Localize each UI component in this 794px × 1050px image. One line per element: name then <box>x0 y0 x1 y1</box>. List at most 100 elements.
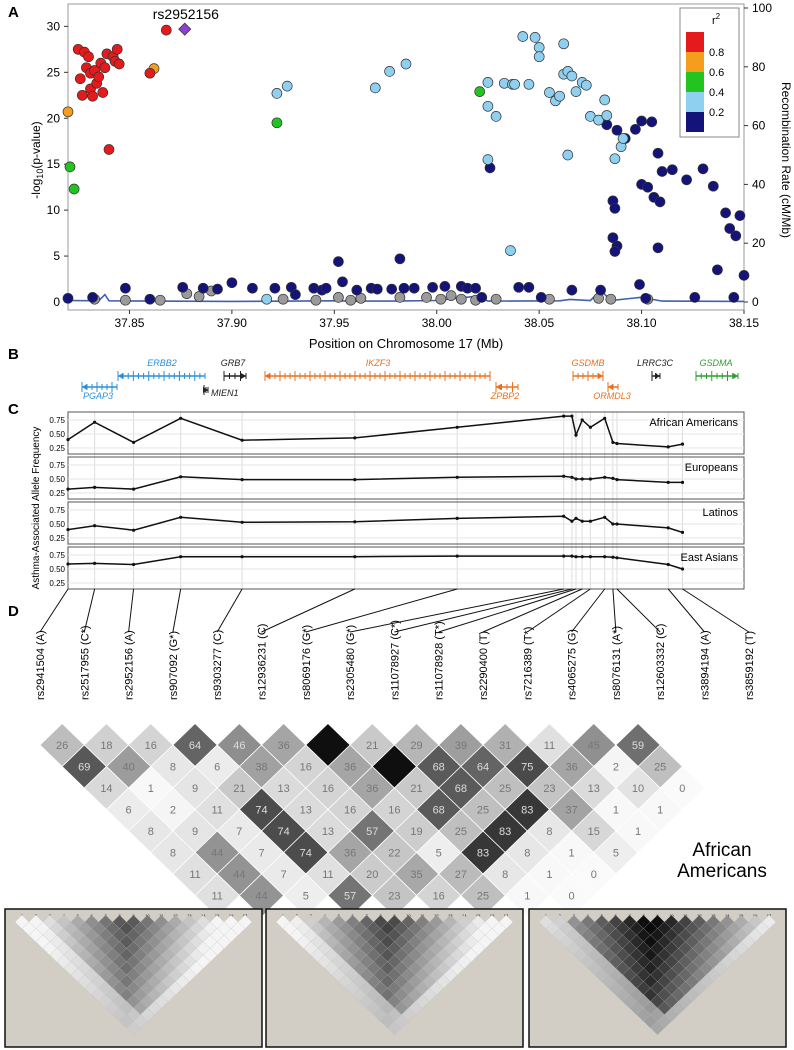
snp-point <box>634 279 645 290</box>
y-right-tick-label: 40 <box>752 177 766 191</box>
ld-value: 74 <box>278 826 290 838</box>
ld-value: 7 <box>281 869 287 881</box>
snp-point <box>445 290 457 301</box>
snp-point <box>83 51 94 63</box>
x-tick-label: 38.00 <box>422 316 452 330</box>
allele-frequency-point <box>353 555 357 559</box>
snp-point <box>523 78 535 90</box>
ld-value: 26 <box>56 740 68 752</box>
x-tick-label: 37.90 <box>217 316 247 330</box>
legend-entry: 0.6 <box>709 67 724 79</box>
snp-point <box>212 283 223 295</box>
snp-connector <box>667 588 705 633</box>
gene-grb7: GRB7 <box>221 358 247 381</box>
allele-frequency-point <box>603 515 607 519</box>
ld-value: 1 <box>524 891 530 903</box>
ld-value: 25 <box>455 826 467 838</box>
snp-label: rs11078928 (T*) <box>434 621 446 700</box>
ld-value: 16 <box>344 805 356 817</box>
snp-point <box>476 292 488 303</box>
snp-point <box>482 100 494 112</box>
allele-frequency-point <box>611 440 615 444</box>
inset-cell <box>35 934 51 950</box>
ld-value: 46 <box>233 740 245 752</box>
allele-frequency-point <box>580 519 584 523</box>
legend-entry: 0.4 <box>709 87 724 99</box>
ld-heatmap: African Americans rs2941504 (A) rs2517955… <box>35 588 767 918</box>
population-name: Europeans <box>685 462 739 474</box>
allele-frequency-point <box>611 522 615 526</box>
ld-value: 39 <box>455 740 467 752</box>
allele-frequency-point <box>93 561 97 566</box>
y-right-tick-label: 100 <box>752 1 772 15</box>
snp-point <box>720 207 731 219</box>
ld-value: 21 <box>410 783 422 795</box>
ld-value: 1 <box>635 826 641 838</box>
allele-frequency-point <box>574 555 578 559</box>
snp-point <box>630 123 641 135</box>
panel-label-a: A <box>8 4 19 21</box>
ld-value: 7 <box>258 848 264 860</box>
snp-point <box>394 253 406 265</box>
ld-value: 5 <box>613 848 619 860</box>
snp-connector <box>261 588 355 633</box>
snp-point <box>482 77 494 88</box>
snp-point <box>345 294 357 306</box>
allele-frequency-point <box>132 528 136 532</box>
allele-frequency-point <box>240 478 244 482</box>
manhattan-plot: 0 5 10 15 20 25 30 0 20 40 60 80 100 37.85 37.90 37.9… <box>29 1 793 351</box>
c-tick-label: 0.50 <box>49 520 65 529</box>
snp-point <box>529 32 541 43</box>
ld-value: 57 <box>366 826 378 838</box>
y-tick-label: 0 <box>53 295 60 309</box>
snp-label: rs12603332 (C) <box>655 624 667 700</box>
snp-connector <box>305 588 458 633</box>
inset-cell <box>237 914 253 930</box>
snp-connector <box>682 588 750 633</box>
inset-cell <box>491 921 507 936</box>
ld-value: 16 <box>300 762 312 774</box>
snp-point <box>384 66 395 77</box>
snp-point <box>76 89 88 101</box>
snp-point <box>712 264 723 276</box>
inset-cell <box>105 1000 120 1016</box>
allele-frequency-point <box>455 425 459 429</box>
snp-point <box>640 292 652 304</box>
ld-value: 74 <box>255 805 267 817</box>
allele-frequency-point <box>680 567 685 571</box>
ld-value: 35 <box>410 869 422 881</box>
snp-point <box>271 117 283 129</box>
y-tick-label: 20 <box>47 111 61 125</box>
ld-value: 1 <box>148 783 154 795</box>
snp-point <box>601 110 613 121</box>
ld-value: 11 <box>211 805 222 817</box>
snp-point <box>730 230 742 242</box>
snp-label: rs7216389 (T*) <box>522 627 534 700</box>
snp-label: rs11078927 (C*) <box>389 620 401 700</box>
gene-pgap3: PGAP3 <box>81 382 118 401</box>
snp-point <box>738 270 750 281</box>
y-right-tick-label: 20 <box>752 236 766 250</box>
inset-cell <box>296 934 312 950</box>
snp-point <box>642 181 654 193</box>
snp-connector <box>83 588 96 633</box>
snp-label: rs9303277 (C) <box>212 630 224 700</box>
snp-point <box>617 133 629 144</box>
ld-value: 36 <box>366 783 378 795</box>
allele-frequency-point <box>353 478 357 482</box>
snp-point <box>320 282 332 294</box>
ld-value: 57 <box>344 891 356 903</box>
ld-value: 64 <box>477 762 489 774</box>
allele-frequency-point <box>580 418 584 422</box>
allele-frequency-point <box>603 555 607 559</box>
snp-point <box>697 163 709 175</box>
allele-frequency-point <box>562 474 566 478</box>
snp-point <box>523 281 535 293</box>
snp-point <box>439 281 451 292</box>
gene-label: ZPBP2 <box>490 391 520 401</box>
y-axis-title: -log10(p-value) <box>29 121 45 198</box>
snp-point <box>558 38 570 50</box>
snp-point <box>490 293 502 305</box>
ld-value: 64 <box>189 740 201 752</box>
allele-frequency-point <box>179 515 183 519</box>
